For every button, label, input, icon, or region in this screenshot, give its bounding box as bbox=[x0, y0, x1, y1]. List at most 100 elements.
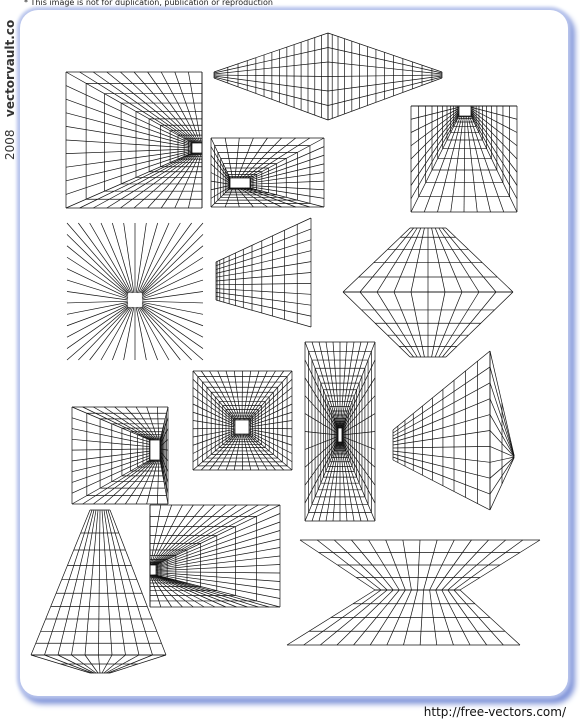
grid-line bbox=[442, 291, 497, 358]
grid-line bbox=[155, 521, 281, 567]
url: http://free-vectors.com/ bbox=[423, 705, 566, 719]
grid-line bbox=[431, 291, 446, 358]
grid-line bbox=[470, 110, 518, 160]
grid-line bbox=[138, 306, 170, 361]
grid-line bbox=[242, 433, 252, 471]
grid-line bbox=[215, 295, 312, 317]
grid-line bbox=[304, 431, 339, 436]
grid-line bbox=[342, 291, 411, 358]
grid-line bbox=[215, 217, 312, 263]
grid-line bbox=[78, 306, 130, 361]
grid-line bbox=[155, 574, 281, 608]
grid-line bbox=[249, 163, 325, 183]
grid-line bbox=[410, 291, 425, 358]
grid-line bbox=[215, 239, 312, 270]
grid-line bbox=[249, 172, 325, 184]
grid-line bbox=[155, 504, 281, 566]
grid-line bbox=[139, 222, 181, 294]
grid-line bbox=[392, 350, 491, 431]
grid-line bbox=[469, 115, 505, 213]
grid-line bbox=[340, 341, 362, 429]
grid-line bbox=[241, 370, 243, 421]
grid-line bbox=[304, 437, 339, 468]
grid-line bbox=[437, 115, 463, 213]
grid-line bbox=[71, 455, 151, 483]
grid-line bbox=[65, 148, 193, 154]
grid-line bbox=[318, 341, 340, 429]
grid-line bbox=[434, 291, 463, 358]
grid-line bbox=[174, 71, 201, 144]
grid-line bbox=[79, 71, 194, 144]
grid-line bbox=[470, 113, 518, 186]
grid-line bbox=[30, 509, 91, 656]
grid-line bbox=[155, 572, 281, 582]
grid-line bbox=[155, 555, 281, 571]
grid-line bbox=[106, 152, 196, 209]
grid-line bbox=[141, 300, 204, 304]
grid-line bbox=[213, 76, 329, 106]
grid-line bbox=[136, 222, 159, 294]
grid-line bbox=[213, 61, 329, 75]
grid-line bbox=[311, 441, 339, 522]
grid-line bbox=[153, 504, 237, 566]
grid-line bbox=[66, 256, 129, 297]
grid-line bbox=[66, 300, 129, 304]
grid-line bbox=[392, 414, 491, 443]
grid-line bbox=[248, 428, 293, 438]
grid-line bbox=[489, 382, 515, 456]
grid-line bbox=[341, 441, 376, 522]
grid-line bbox=[147, 71, 199, 144]
grid-line bbox=[123, 222, 135, 294]
grid-line bbox=[66, 222, 129, 294]
grid-line bbox=[392, 366, 491, 434]
grid-line bbox=[153, 504, 227, 566]
grid-line bbox=[192, 411, 236, 427]
grid-line bbox=[467, 115, 491, 213]
grid-line bbox=[140, 222, 192, 294]
grid-line bbox=[215, 292, 312, 306]
grid-line bbox=[71, 509, 97, 656]
grid-line bbox=[248, 431, 293, 454]
grid-line bbox=[65, 150, 193, 182]
grid-line bbox=[225, 370, 241, 421]
grid-line bbox=[133, 152, 198, 209]
grid-line bbox=[341, 440, 376, 504]
grid-line bbox=[65, 85, 193, 145]
grid-line bbox=[341, 395, 376, 433]
grid-line bbox=[470, 115, 518, 213]
grid-line bbox=[135, 222, 147, 294]
grid-line bbox=[135, 306, 147, 361]
grid-line bbox=[141, 301, 204, 315]
grid-line bbox=[71, 417, 151, 443]
grid-line bbox=[155, 573, 281, 599]
grid-line bbox=[376, 227, 418, 293]
grid-line bbox=[192, 420, 236, 428]
grid-line bbox=[139, 306, 181, 361]
grid-line bbox=[138, 222, 170, 294]
grid-line bbox=[141, 234, 204, 295]
grid-line bbox=[141, 222, 204, 294]
grid-line bbox=[141, 279, 204, 300]
grid-line bbox=[188, 71, 202, 144]
grid-line bbox=[392, 430, 491, 446]
grid-line bbox=[445, 227, 514, 293]
grid-line bbox=[174, 152, 201, 209]
grid-line bbox=[101, 509, 113, 656]
grid-line bbox=[71, 438, 151, 448]
grid-line bbox=[392, 456, 491, 495]
grid-line bbox=[244, 433, 260, 471]
grid-line bbox=[248, 403, 293, 425]
grid-line bbox=[106, 71, 196, 144]
grid-line bbox=[192, 433, 236, 471]
grid-line bbox=[489, 350, 515, 456]
grid-line bbox=[78, 222, 130, 294]
grid-line bbox=[217, 433, 239, 471]
grid-line bbox=[89, 306, 131, 361]
grid-line bbox=[393, 291, 422, 358]
grid-line bbox=[200, 370, 237, 421]
grid-line bbox=[237, 137, 254, 179]
grid-line bbox=[156, 459, 160, 505]
grid-line bbox=[141, 304, 204, 338]
grid-line bbox=[123, 306, 135, 361]
grid-line bbox=[304, 341, 339, 429]
